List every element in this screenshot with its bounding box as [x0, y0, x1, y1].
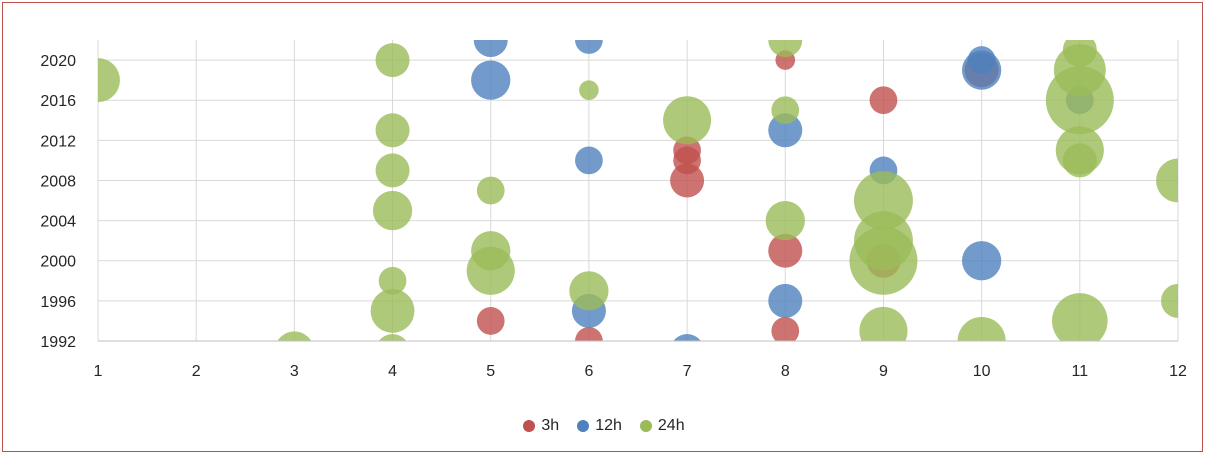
- bubble-12h: [768, 113, 803, 148]
- bubble-24h: [1161, 283, 1178, 318]
- y-tick-label: 2000: [40, 254, 76, 271]
- x-tick-label: 11: [1072, 363, 1089, 380]
- series-12h: [471, 40, 1094, 341]
- legend-label-24h: 24h: [657, 417, 685, 434]
- bubble-24h: [1045, 66, 1114, 135]
- x-tick-label: 10: [973, 363, 991, 380]
- legend-marker-3h: [523, 420, 536, 432]
- y-tick-label: 1996: [40, 294, 76, 311]
- x-tick-label: 12: [1169, 363, 1187, 380]
- bubble-3h: [869, 86, 898, 115]
- x-tick-label: 6: [584, 363, 593, 380]
- x-tick-label: 9: [879, 363, 888, 380]
- y-tick-label: 2004: [40, 214, 76, 231]
- legend-item-24h: 24h: [639, 417, 685, 435]
- bubble-24h: [375, 113, 410, 148]
- bubble-24h: [859, 306, 908, 341]
- legend-item-12h: 12h: [577, 417, 622, 435]
- bubble-24h: [370, 288, 415, 333]
- legend-label-12h: 12h: [595, 417, 622, 434]
- legend-item-3h: 3h: [523, 417, 559, 435]
- bubble-24h: [375, 153, 410, 188]
- x-tick-label: 1: [94, 363, 103, 380]
- y-tick-label: 1992: [40, 334, 76, 351]
- bubble-12h: [471, 60, 511, 100]
- bubble-24h: [378, 266, 407, 295]
- x-tick-label: 8: [781, 363, 790, 380]
- chart-area: [2, 2, 1203, 452]
- bubble-24h: [98, 58, 120, 103]
- bubble-24h: [768, 40, 803, 57]
- bubble-24h: [277, 331, 312, 341]
- x-tick-label: 5: [486, 363, 495, 380]
- bubble-24h: [663, 96, 712, 145]
- bubble-24h: [372, 190, 413, 231]
- bubble-24h: [579, 80, 599, 100]
- bubble-24h: [849, 226, 918, 295]
- bubble-24h: [1052, 293, 1108, 341]
- bubble-24h: [375, 43, 410, 78]
- y-tick-label: 2012: [40, 133, 76, 150]
- x-tick-label: 3: [290, 363, 299, 380]
- bubble-24h: [466, 246, 515, 295]
- bubble-12h: [768, 283, 803, 318]
- bubble-24h: [957, 316, 1006, 341]
- x-tick-label: 2: [192, 363, 201, 380]
- bubble-3h: [575, 327, 603, 341]
- bubble-12h: [575, 146, 603, 175]
- bubble-12h: [962, 50, 1002, 90]
- bubble-24h: [378, 334, 407, 341]
- bubble-3h: [670, 163, 705, 198]
- y-tick-label: 2020: [40, 53, 76, 70]
- bubble-12h: [673, 334, 701, 341]
- bubble-12h: [575, 40, 603, 54]
- legend-label-3h: 3h: [541, 417, 560, 434]
- bubble-24h: [1062, 143, 1097, 178]
- y-tick-label: 2016: [40, 93, 76, 110]
- x-tick-label: 4: [388, 363, 397, 380]
- bubble-24h: [569, 271, 609, 311]
- bubble-12h: [962, 241, 1002, 281]
- legend: 3h 12h 24h: [0, 414, 1208, 438]
- legend-marker-12h: [577, 420, 590, 432]
- series-24h: [98, 40, 1178, 341]
- bubble-24h: [1156, 158, 1178, 203]
- bubble-3h: [768, 233, 803, 268]
- bubble-12h: [473, 40, 508, 57]
- bubble-24h: [476, 176, 505, 205]
- legend-marker-24h: [639, 420, 652, 432]
- bubble-24h: [765, 200, 805, 241]
- y-tick-label: 2008: [40, 173, 76, 190]
- bubble-3h: [476, 307, 505, 335]
- bubbles-layer: [98, 40, 1178, 341]
- series-3h: [476, 50, 999, 341]
- bubble-24h: [771, 96, 800, 125]
- x-tick-label: 7: [683, 363, 692, 380]
- bubble-3h: [771, 317, 800, 341]
